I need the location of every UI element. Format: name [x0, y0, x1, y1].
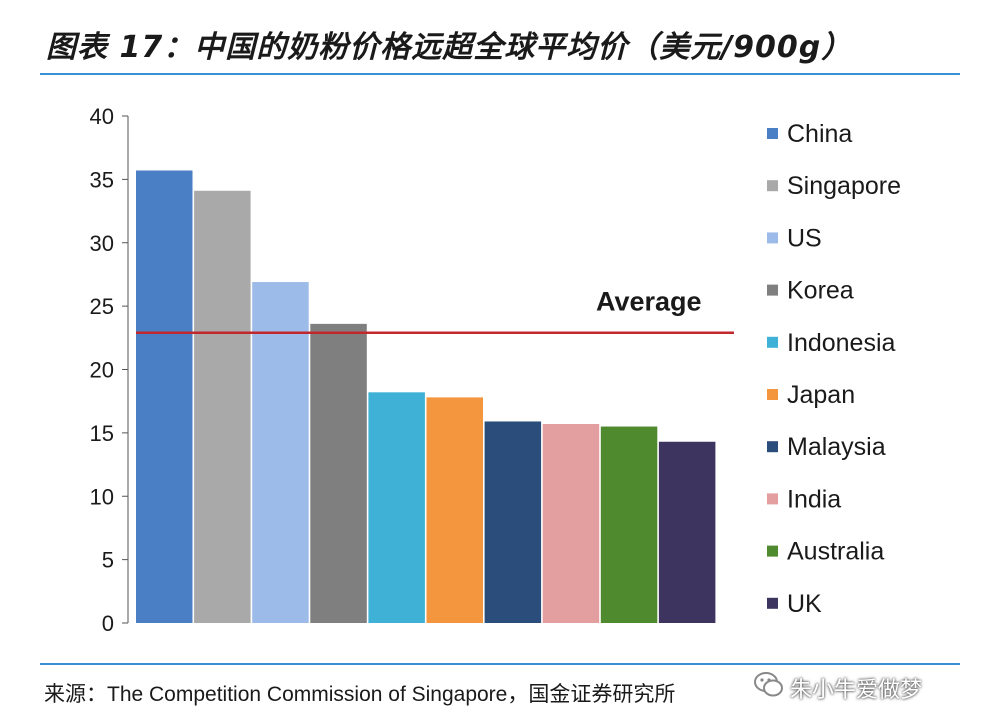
legend-label-singapore: Singapore [787, 172, 901, 200]
y-tick-label: 10 [90, 484, 114, 509]
legend-swatch-australia [767, 545, 778, 557]
legend-label-australia: Australia [787, 538, 884, 566]
legend-swatch-india [767, 493, 778, 505]
y-tick-label: 25 [90, 294, 114, 319]
average-label: Average [596, 287, 702, 317]
legend-swatch-korea [767, 284, 778, 296]
y-tick-label: 15 [90, 421, 114, 446]
bar-malaysia[interactable] [484, 421, 542, 623]
bars [136, 170, 716, 623]
legend-label-korea: Korea [787, 277, 854, 305]
bar-chart: 0 5 10 15 20 25 30 35 40 Average China Singapore U… [90, 104, 901, 636]
legend-label-indonesia: Indonesia [787, 329, 896, 357]
legend-swatch-malaysia [767, 441, 778, 453]
bar-us[interactable] [252, 282, 309, 623]
legend: China Singapore US Korea Indonesia Japan Malay… [767, 120, 901, 618]
y-tick-label: 40 [90, 104, 114, 129]
watermark-text: 朱小牛爱做梦 [790, 678, 923, 703]
legend-label-china: China [787, 120, 852, 148]
legend-swatch-us [767, 232, 778, 244]
bar-japan[interactable] [426, 397, 484, 623]
legend-swatch-china [767, 128, 778, 139]
bar-singapore[interactable] [194, 190, 251, 623]
average-line-group: Average [136, 287, 734, 334]
legend-swatch-indonesia [767, 336, 778, 348]
bar-china[interactable] [136, 170, 193, 623]
legend-label-uk: UK [787, 590, 822, 618]
bar-uk[interactable] [658, 441, 716, 623]
bar-australia[interactable] [600, 426, 658, 623]
source-note: 来源：The Competition Commission of Singapo… [44, 683, 676, 706]
y-tick-label: 35 [90, 167, 114, 192]
wechat-icon [754, 672, 783, 697]
y-tick-label: 0 [102, 611, 114, 636]
y-tick-label: 30 [90, 231, 114, 256]
chart-title: 图表 17：中国的奶粉价格远超全球平均价（美元/900g） [46, 30, 853, 65]
legend-swatch-japan [767, 389, 778, 400]
y-axis: 0 5 10 15 20 25 30 35 40 [90, 104, 129, 636]
source-divider [40, 663, 960, 665]
legend-label-japan: Japan [787, 381, 855, 409]
y-tick-label: 5 [102, 548, 114, 573]
bar-indonesia[interactable] [368, 392, 425, 623]
y-tick-label: 20 [90, 358, 114, 383]
legend-label-us: US [787, 224, 822, 252]
legend-label-malaysia: Malaysia [787, 433, 886, 461]
legend-swatch-uk [767, 597, 778, 609]
bar-india[interactable] [542, 424, 600, 623]
title-divider [40, 73, 960, 75]
bar-korea[interactable] [310, 323, 367, 623]
legend-swatch-singapore [767, 180, 778, 192]
legend-label-india: India [787, 485, 841, 513]
